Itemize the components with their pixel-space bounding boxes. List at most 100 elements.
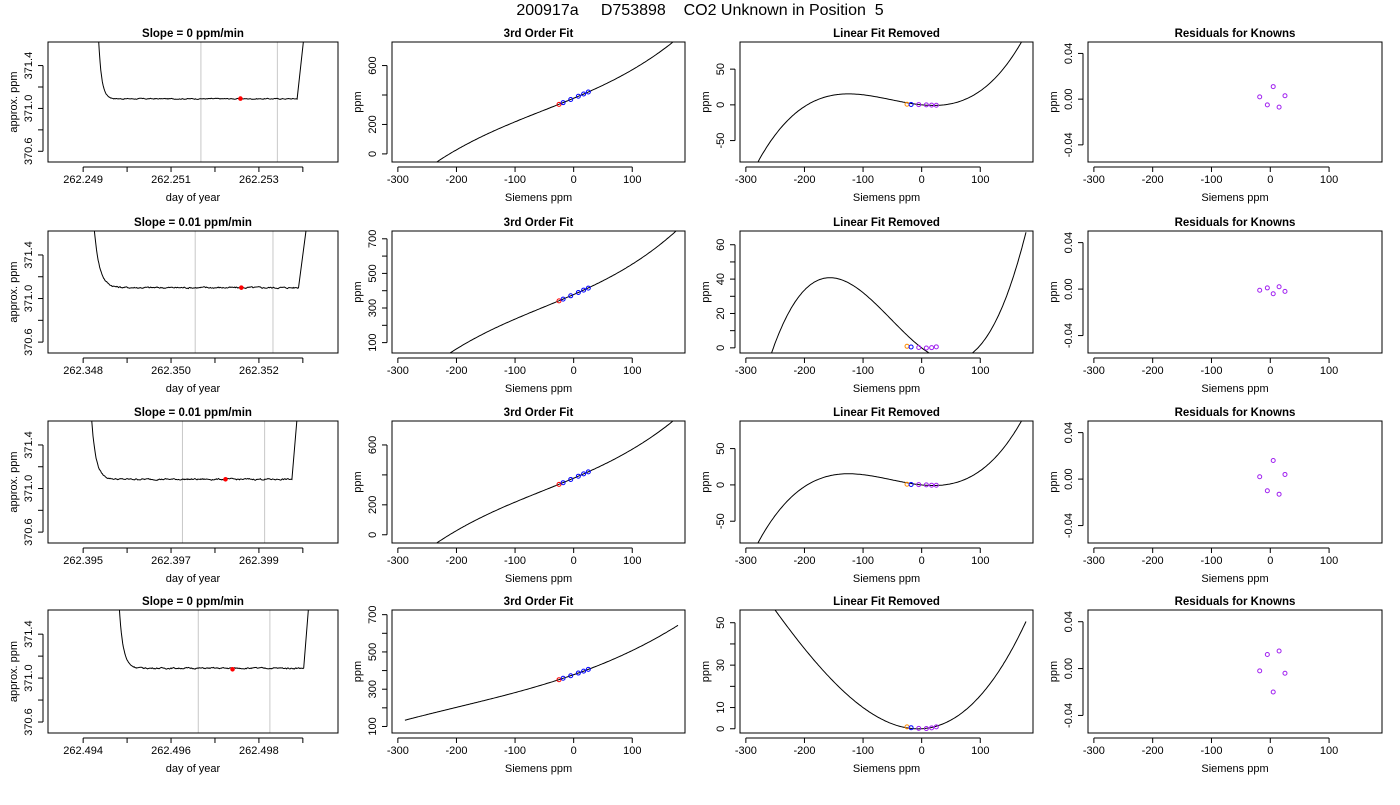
data-point bbox=[1270, 84, 1276, 90]
plot-frame bbox=[1087, 41, 1383, 163]
x-tick-label: 0 bbox=[571, 174, 577, 186]
y-tick-label: 50 bbox=[715, 442, 727, 454]
x-axis-label: Siemens ppm bbox=[505, 192, 572, 204]
x-tick-label: -100 bbox=[504, 365, 526, 377]
y-tick-label: 0.00 bbox=[1063, 468, 1075, 489]
x-tick-label: 100 bbox=[623, 365, 641, 377]
x-axis-label: Siemens ppm bbox=[853, 573, 920, 585]
y-tick-label: 371.0 bbox=[23, 475, 35, 503]
y-tick-label: 371.0 bbox=[23, 285, 35, 313]
panel-title: Linear Fit Removed bbox=[833, 407, 940, 419]
x-tick-label: -300 bbox=[387, 365, 409, 377]
y-tick-label: 371.4 bbox=[23, 241, 35, 269]
y-axis-label: ppm bbox=[700, 471, 712, 492]
x-tick-label: 262.350 bbox=[151, 365, 191, 377]
data-point bbox=[1264, 652, 1270, 658]
y-tick-label: 500 bbox=[367, 643, 379, 661]
data-point bbox=[1257, 474, 1263, 480]
panel-title: Slope = 0 ppm/min bbox=[142, 596, 244, 608]
data-point bbox=[581, 668, 587, 674]
y-tick-label: 0.04 bbox=[1063, 422, 1075, 443]
x-tick-label: 0 bbox=[919, 365, 925, 377]
x-tick-label: -100 bbox=[852, 174, 874, 186]
data-point bbox=[1282, 471, 1288, 477]
y-axis-label: ppm bbox=[352, 471, 364, 492]
plot-frame bbox=[47, 609, 339, 734]
x-tick-label: -300 bbox=[1083, 745, 1105, 757]
y-tick-label: 0.00 bbox=[1063, 278, 1075, 299]
x-axis-label: Siemens ppm bbox=[1201, 763, 1268, 775]
y-axis-label: approx. ppm bbox=[8, 71, 20, 132]
y-tick-label: -0.04 bbox=[1063, 323, 1075, 348]
x-axis-label: Siemens ppm bbox=[1201, 383, 1268, 395]
data-point bbox=[568, 96, 574, 102]
plot-area bbox=[435, 42, 674, 162]
panel-title: Residuals for Knowns bbox=[1175, 217, 1296, 229]
x-tick-label: 0 bbox=[1267, 365, 1273, 377]
y-tick-label: 300 bbox=[367, 299, 379, 317]
y-tick-label: 370.6 bbox=[23, 518, 35, 546]
plot-frame bbox=[391, 41, 686, 163]
y-tick-label: -0.04 bbox=[1063, 703, 1075, 728]
y-tick-label: 0 bbox=[367, 151, 379, 157]
x-tick-label: -200 bbox=[1142, 365, 1164, 377]
y-tick-label: 60 bbox=[715, 239, 727, 251]
y-tick-label: 370.6 bbox=[23, 708, 35, 736]
panel-r1-c3: Linear Fit Removed -300 -200 -100 0 100 Siemen… bbox=[700, 28, 1034, 204]
x-tick-label: -300 bbox=[735, 745, 757, 757]
data-point bbox=[933, 102, 939, 108]
y-axis-label: ppm bbox=[1048, 281, 1060, 302]
data-point bbox=[1257, 287, 1263, 293]
x-tick-label: -300 bbox=[735, 365, 757, 377]
panel-r2-c4: Residuals for Knowns -300 -200 -100 0 100 Siem… bbox=[1048, 217, 1383, 395]
x-axis-label: day of year bbox=[166, 383, 221, 395]
x-tick-label: 100 bbox=[623, 745, 641, 757]
x-tick-label: 100 bbox=[1320, 745, 1338, 757]
y-tick-label: 50 bbox=[715, 63, 727, 75]
ppm-trace-line bbox=[98, 42, 304, 100]
x-tick-label: 0 bbox=[1267, 555, 1273, 567]
plot-frame bbox=[391, 609, 686, 734]
x-tick-label: -100 bbox=[852, 555, 874, 567]
data-point bbox=[560, 675, 566, 681]
sample-marker bbox=[223, 476, 228, 482]
x-tick-label: 100 bbox=[1320, 365, 1338, 377]
figure-title: 200917a D753898 CO2 Unknown in Position … bbox=[516, 2, 884, 19]
panel-r3-c3: Linear Fit Removed -300 -200 -100 0 100 Siemen… bbox=[700, 407, 1034, 585]
panel-title: Linear Fit Removed bbox=[833, 28, 940, 40]
ppm-trace-line bbox=[93, 231, 307, 290]
y-tick-label: -0.04 bbox=[1063, 132, 1075, 157]
data-point bbox=[933, 482, 939, 488]
x-tick-label: -100 bbox=[852, 745, 874, 757]
y-tick-label: 100 bbox=[367, 333, 379, 351]
plot-area bbox=[774, 610, 1027, 732]
y-tick-label: 0.04 bbox=[1063, 43, 1075, 64]
y-axis-label: ppm bbox=[700, 281, 712, 302]
data-point bbox=[560, 100, 566, 106]
plot-area bbox=[91, 421, 298, 543]
x-tick-label: -200 bbox=[793, 174, 815, 186]
panel-r2-c2: 3rd Order Fit -300 -200 -100 0 100 Siemens ppm… bbox=[352, 217, 686, 395]
y-tick-label: 0 bbox=[715, 726, 727, 732]
y-axis-label: ppm bbox=[352, 281, 364, 302]
x-tick-label: 100 bbox=[971, 745, 989, 757]
panel-r4-c2: 3rd Order Fit -300 -200 -100 0 100 Siemens ppm… bbox=[352, 596, 686, 775]
y-tick-label: 200 bbox=[367, 115, 379, 133]
plot-frame bbox=[739, 230, 1034, 354]
x-tick-label: -100 bbox=[1200, 365, 1222, 377]
x-tick-label: 0 bbox=[571, 555, 577, 567]
data-point bbox=[575, 93, 581, 99]
x-tick-label: 100 bbox=[971, 174, 989, 186]
fit-curve bbox=[771, 232, 1027, 353]
panel-title: 3rd Order Fit bbox=[504, 217, 574, 229]
data-point bbox=[1276, 491, 1282, 497]
plot-frame bbox=[1087, 420, 1383, 544]
data-point bbox=[908, 102, 914, 107]
plot-frame bbox=[47, 230, 339, 354]
y-axis-label: approx. ppm bbox=[8, 451, 20, 512]
x-tick-label: -200 bbox=[1142, 555, 1164, 567]
x-tick-label: -200 bbox=[793, 555, 815, 567]
plot-area bbox=[1257, 284, 1288, 297]
x-tick-label: -100 bbox=[504, 174, 526, 186]
x-tick-label: 100 bbox=[971, 365, 989, 377]
